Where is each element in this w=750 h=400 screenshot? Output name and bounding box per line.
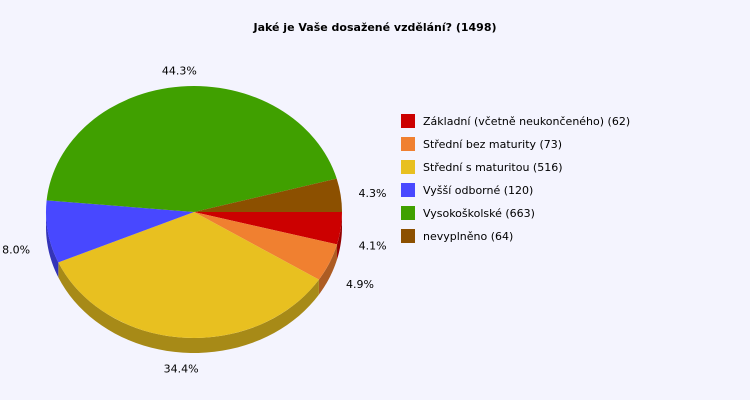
percent-label-1: 4.9% (346, 278, 374, 291)
percent-label-4: 44.3% (162, 65, 197, 78)
legend-label-0: Základní (včetně neukončeného) (62) (423, 115, 630, 128)
legend-swatch-1 (401, 137, 415, 151)
slice-3 (46, 200, 195, 263)
percent-label-0: 4.1% (359, 239, 387, 252)
slice-2 (58, 212, 319, 338)
slice-side-0 (337, 212, 342, 260)
percent-label-2: 34.4% (164, 363, 199, 376)
slice-0 (194, 212, 342, 245)
legend-label-1: Střední bez maturity (73) (423, 138, 562, 151)
legend-label-5: nevyplněno (64) (423, 230, 513, 243)
chart-title: Jaké je Vaše dosažené vzdělání? (1498) (252, 21, 496, 34)
pie-depth-layer (46, 212, 342, 353)
slice-5 (194, 178, 342, 212)
pie-top-layer (46, 85, 342, 338)
legend-label-2: Střední s maturitou (516) (423, 161, 563, 174)
percent-label-3: 8.0% (2, 244, 30, 257)
slice-1 (194, 212, 338, 280)
slice-side-1 (318, 244, 338, 295)
legend-swatch-3 (401, 183, 415, 197)
legend-label-4: Vysokoškolské (663) (423, 207, 535, 220)
slice-side-3 (46, 212, 59, 278)
legend: Základní (včetně neukončeného) (62) Střed… (401, 114, 630, 243)
slice-4 (46, 85, 337, 212)
legend-swatch-2 (401, 160, 415, 174)
legend-swatch-5 (401, 229, 415, 243)
slice-side-2 (58, 262, 319, 353)
legend-label-3: Vyšší odborné (120) (423, 184, 533, 197)
percent-label-5: 4.3% (359, 187, 387, 200)
legend-swatch-4 (401, 206, 415, 220)
percent-labels: 4.1% 4.9% 34.4% 8.0% 44.3% 4.3% (2, 65, 386, 376)
legend-swatch-0 (401, 114, 415, 128)
